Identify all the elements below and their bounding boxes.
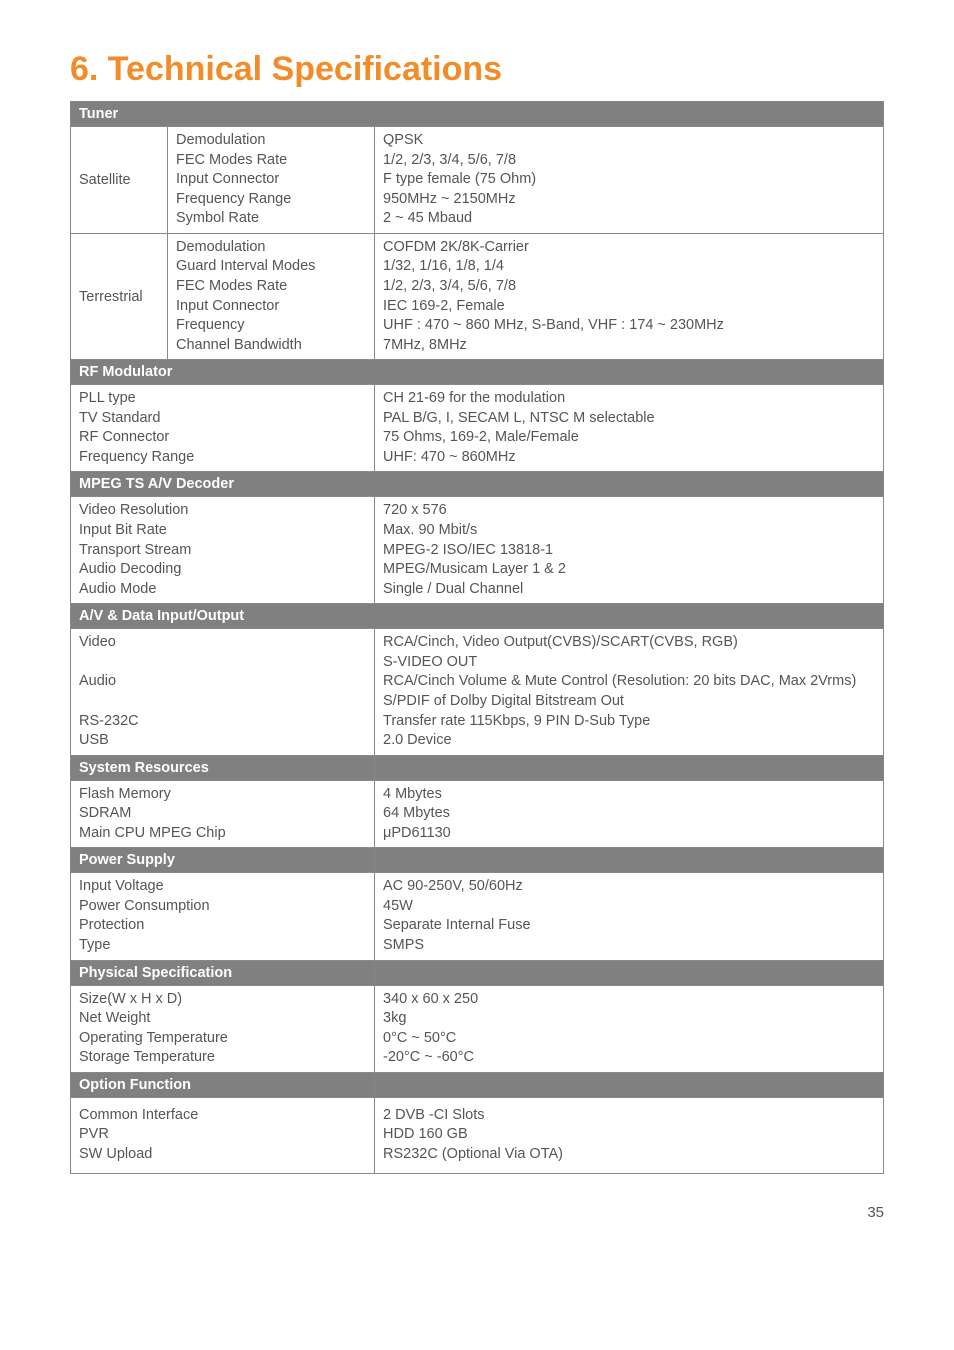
section-header-option: Option Function — [71, 1072, 375, 1097]
section-header-power: Power Supply — [71, 848, 375, 873]
section-header-physical: Physical Specification — [71, 960, 375, 985]
option-params: Common InterfacePVRSW Upload — [71, 1097, 375, 1173]
avio-params: Video Audio RS-232CUSB — [71, 629, 375, 755]
spec-table: Tuner Satellite DemodulationFEC Modes Ra… — [70, 101, 884, 1174]
mpeg-values: 720 x 576Max. 90 Mbit/sMPEG-2 ISO/IEC 13… — [375, 497, 884, 604]
power-params: Input VoltagePower ConsumptionProtection… — [71, 873, 375, 960]
avio-values: RCA/Cinch, Video Output(CVBS)/SCART(CVBS… — [375, 629, 884, 755]
section-header-physical-blank — [375, 960, 884, 985]
section-header-avio: A/V & Data Input/Output — [71, 604, 884, 629]
tuner-terrestrial-values: COFDM 2K/8K-Carrier1/32, 1/16, 1/8, 1/41… — [375, 233, 884, 359]
sysres-params: Flash MemorySDRAMMain CPU MPEG Chip — [71, 780, 375, 848]
tuner-satellite-params: DemodulationFEC Modes RateInput Connecto… — [168, 127, 375, 234]
section-header-rf: RF Modulator — [71, 360, 884, 385]
section-header-option-blank — [375, 1072, 884, 1097]
physical-values: 340 x 60 x 2503kg0°C ~ 50°C-20°C ~ -60°C — [375, 985, 884, 1072]
tuner-terrestrial-params: DemodulationGuard Interval ModesFEC Mode… — [168, 233, 375, 359]
rf-params: PLL typeTV StandardRF ConnectorFrequency… — [71, 385, 375, 472]
section-header-sysres-blank — [375, 755, 884, 780]
mpeg-params: Video ResolutionInput Bit RateTransport … — [71, 497, 375, 604]
section-header-sysres: System Resources — [71, 755, 375, 780]
section-header-power-blank — [375, 848, 884, 873]
section-header-tuner: Tuner — [71, 102, 884, 127]
page-title: 6. Technical Specifications — [70, 50, 884, 89]
section-header-mpeg: MPEG TS A/V Decoder — [71, 472, 884, 497]
rf-values: CH 21-69 for the modulationPAL B/G, I, S… — [375, 385, 884, 472]
physical-params: Size(W x H x D)Net WeightOperating Tempe… — [71, 985, 375, 1072]
power-values: AC 90-250V, 50/60Hz45WSeparate Internal … — [375, 873, 884, 960]
tuner-satellite-values: QPSK1/2, 2/3, 3/4, 5/6, 7/8F type female… — [375, 127, 884, 234]
tuner-satellite-label: Satellite — [71, 127, 168, 234]
tuner-terrestrial-label: Terrestrial — [71, 233, 168, 359]
page-number: 35 — [70, 1204, 884, 1221]
option-values: 2 DVB -CI SlotsHDD 160 GBRS232C (Optiona… — [375, 1097, 884, 1173]
sysres-values: 4 Mbytes64 MbytesμPD61130 — [375, 780, 884, 848]
